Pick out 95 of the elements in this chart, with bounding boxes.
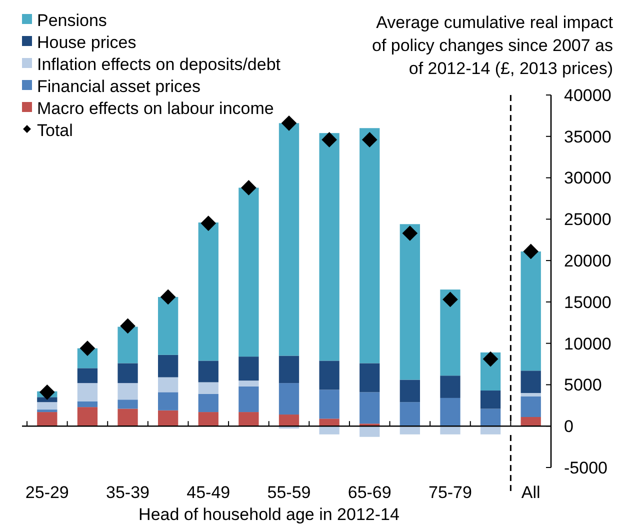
bar	[77, 401, 98, 408]
bar	[77, 407, 98, 426]
bar	[238, 356, 259, 381]
bar	[360, 426, 380, 437]
bar	[158, 377, 178, 392]
point	[322, 132, 337, 148]
y-tick-label: 20000	[564, 252, 612, 271]
point	[281, 115, 297, 131]
x-tick-label: 25-29	[25, 483, 69, 502]
bar	[158, 410, 178, 426]
bar	[319, 360, 340, 390]
point	[482, 351, 498, 367]
legend-label: Total	[37, 120, 73, 140]
point	[442, 292, 458, 308]
bar	[37, 412, 58, 426]
x-tick-label: 65-69	[348, 483, 392, 502]
y-tick-label: 10000	[564, 334, 612, 354]
bar	[118, 408, 138, 426]
bar	[440, 398, 460, 426]
bar	[480, 426, 501, 434]
y-tick-label: 35000	[564, 127, 612, 146]
y-tick-label: 15000	[564, 292, 612, 312]
bar	[198, 394, 218, 412]
bar	[118, 383, 138, 400]
x-tick-label: 35-39	[106, 483, 150, 502]
bar	[400, 224, 420, 380]
y-axis-title: Average cumulative real impact of policy changes since 2007 as of 2012-14 (£, 2013 prices)	[372, 13, 614, 78]
bar	[118, 363, 138, 384]
bar	[319, 390, 340, 419]
x-tick-label: 45-49	[186, 483, 230, 502]
y-tick-label: -5000	[564, 458, 608, 478]
bar	[278, 383, 300, 415]
bar	[319, 418, 340, 426]
bar	[77, 368, 98, 384]
bar	[360, 392, 380, 424]
y-tick-label: 25000	[564, 210, 612, 230]
bar	[198, 222, 218, 361]
bar	[520, 417, 541, 426]
legend-label: Macro effects on labour income	[37, 98, 274, 118]
bar	[360, 363, 380, 392]
bar	[37, 397, 58, 402]
bar	[278, 356, 300, 384]
bar	[158, 392, 178, 410]
bar	[37, 402, 58, 410]
bar	[440, 290, 460, 376]
point	[362, 132, 378, 148]
bar	[520, 370, 541, 393]
bar	[480, 408, 501, 426]
legend-label: House prices	[37, 32, 136, 52]
bar	[158, 296, 178, 355]
bar	[278, 123, 300, 356]
bar	[238, 412, 259, 426]
bar	[400, 380, 420, 402]
bar	[198, 382, 218, 394]
x-axis-title: Head of household age in 2012-14	[138, 505, 400, 524]
bar	[37, 410, 58, 412]
y-tick-label: 40000	[564, 86, 612, 105]
point	[160, 289, 176, 305]
point	[39, 384, 55, 400]
bar	[520, 251, 541, 371]
bar	[278, 414, 300, 426]
legend-label: Financial asset prices	[37, 76, 200, 96]
y-tick-label: 5000	[564, 376, 602, 395]
bar	[480, 390, 501, 409]
x-tick-label: All	[521, 483, 540, 502]
point	[200, 216, 216, 231]
y-tick-label: 30000	[564, 168, 612, 188]
bar	[238, 380, 259, 386]
y-tick-label: 0	[564, 417, 574, 436]
point	[80, 340, 96, 356]
bar	[118, 326, 138, 364]
bar	[77, 383, 98, 402]
bar	[158, 354, 178, 378]
legend-label: Pensions	[37, 10, 107, 30]
bar	[319, 133, 340, 361]
point	[402, 226, 418, 241]
bar	[520, 396, 541, 418]
bar	[238, 386, 259, 412]
bar	[400, 426, 420, 434]
point	[523, 244, 539, 260]
bar	[238, 188, 259, 357]
bar	[440, 426, 460, 434]
bar	[440, 376, 460, 398]
legend-label: Inflation effects on deposits/debt	[37, 54, 281, 74]
point	[241, 180, 256, 196]
bar	[118, 400, 138, 409]
x-tick-label: 55-59	[267, 483, 311, 502]
bar	[520, 393, 541, 396]
bar	[198, 412, 218, 426]
x-tick-label: 75-79	[428, 483, 472, 502]
bar	[400, 402, 420, 426]
bar	[198, 360, 218, 382]
bar	[360, 128, 380, 364]
point	[120, 318, 136, 334]
bar	[319, 426, 340, 434]
